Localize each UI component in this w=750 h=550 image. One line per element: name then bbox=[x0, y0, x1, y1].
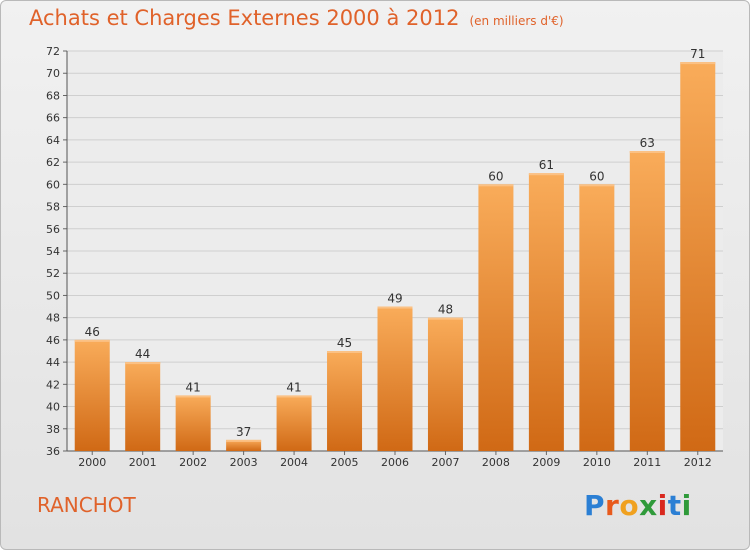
bar-highlight bbox=[427, 317, 463, 320]
x-tick-label: 2001 bbox=[129, 456, 157, 469]
x-tick-label: 2006 bbox=[381, 456, 409, 469]
y-tick-label: 68 bbox=[46, 89, 60, 102]
bar-highlight bbox=[125, 362, 161, 365]
y-tick-label: 62 bbox=[46, 156, 60, 169]
data-label-2011: 63 bbox=[640, 136, 655, 150]
bar-highlight bbox=[579, 184, 615, 187]
data-label-2006: 49 bbox=[387, 292, 402, 306]
y-tick-label: 72 bbox=[46, 45, 60, 58]
x-tick-labels: 2000 2001 2002 2003 2004 2005 2006 2007 2008 2009… bbox=[78, 456, 712, 469]
logo-letter: x bbox=[639, 489, 658, 522]
proxiti-logo[interactable]: Proxiti bbox=[584, 489, 692, 522]
y-tick-label: 70 bbox=[46, 67, 60, 80]
bar-highlight bbox=[175, 395, 211, 398]
x-tick-label: 2010 bbox=[583, 456, 611, 469]
bar-2006 bbox=[377, 306, 413, 451]
data-label-2000: 46 bbox=[85, 325, 100, 339]
data-label-2003: 37 bbox=[236, 425, 251, 439]
bar-2003 bbox=[226, 439, 262, 451]
y-tick-label: 50 bbox=[46, 289, 60, 302]
bar-2001 bbox=[125, 362, 161, 451]
logo-letter: i bbox=[657, 489, 668, 522]
x-tick-label: 2000 bbox=[78, 456, 106, 469]
logo-letter: P bbox=[584, 489, 606, 522]
y-tick-labels: 36 38 40 42 44 46 48 50 52 54 56 58 60 62 64 66 68 70 72 bbox=[46, 45, 60, 458]
y-tick-label: 48 bbox=[46, 312, 60, 325]
bar-2004 bbox=[276, 395, 312, 451]
logo-letter: r bbox=[605, 489, 620, 522]
data-label-2005: 45 bbox=[337, 336, 352, 350]
data-labels: 46 44 41 37 41 45 49 48 60 61 60 63 71 bbox=[85, 47, 706, 439]
bar-highlight bbox=[377, 306, 413, 309]
y-tick-label: 58 bbox=[46, 201, 60, 214]
x-tick-label: 2011 bbox=[633, 456, 661, 469]
data-label-2012: 71 bbox=[690, 47, 705, 61]
bar-highlight bbox=[629, 151, 665, 153]
bar-2007 bbox=[427, 317, 463, 451]
y-tick-label: 64 bbox=[46, 134, 60, 147]
y-tick-label: 38 bbox=[46, 423, 60, 436]
bar-2008 bbox=[478, 184, 514, 452]
x-tick-label: 2012 bbox=[684, 456, 712, 469]
data-label-2008: 60 bbox=[488, 169, 503, 183]
y-tick-label: 66 bbox=[46, 112, 60, 125]
x-tick-label: 2004 bbox=[280, 456, 308, 469]
data-label-2007: 48 bbox=[438, 303, 453, 317]
data-label-2010: 60 bbox=[589, 169, 604, 183]
bar-2002 bbox=[175, 395, 211, 451]
chart-unit: (en milliers d'€) bbox=[469, 14, 564, 28]
bar-2009 bbox=[528, 173, 564, 451]
data-label-2002: 41 bbox=[186, 380, 201, 394]
bar-2005 bbox=[327, 351, 363, 451]
data-label-2001: 44 bbox=[135, 347, 150, 361]
chart-title-block: Achats et Charges Externes 2000 à 2012 (e… bbox=[29, 6, 564, 30]
y-tick-label: 36 bbox=[46, 445, 60, 458]
x-tick-label: 2003 bbox=[230, 456, 258, 469]
y-tick-label: 44 bbox=[46, 356, 60, 369]
bar-highlight bbox=[528, 173, 564, 176]
x-tick-label: 2008 bbox=[482, 456, 510, 469]
bar-highlight bbox=[276, 395, 312, 398]
bar-highlight bbox=[226, 439, 262, 442]
y-tick-label: 56 bbox=[46, 223, 60, 236]
logo-letter: t bbox=[667, 489, 682, 522]
y-tick-label: 54 bbox=[46, 245, 60, 258]
bar-2010 bbox=[579, 184, 615, 452]
bar-2000 bbox=[74, 339, 110, 451]
bar-highlight bbox=[478, 184, 514, 187]
x-tick-label: 2005 bbox=[331, 456, 359, 469]
y-tick-label: 60 bbox=[46, 178, 60, 191]
place-name: RANCHOT bbox=[37, 493, 136, 517]
bar-2011 bbox=[629, 151, 665, 451]
y-tick-label: 46 bbox=[46, 334, 60, 347]
bar-highlight bbox=[74, 339, 110, 342]
y-tick-label: 52 bbox=[46, 267, 60, 280]
chart-title: Achats et Charges Externes 2000 à 2012 bbox=[29, 6, 460, 30]
x-tick-label: 2009 bbox=[532, 456, 560, 469]
logo-letter: i bbox=[681, 489, 692, 522]
y-tick-label: 40 bbox=[46, 401, 60, 414]
logo-letter: o bbox=[619, 489, 640, 522]
data-label-2009: 61 bbox=[539, 158, 554, 172]
data-label-2004: 41 bbox=[286, 380, 301, 394]
x-tick-label: 2002 bbox=[179, 456, 207, 469]
y-tick-label: 42 bbox=[46, 378, 60, 391]
bar-2012 bbox=[680, 62, 716, 451]
bars bbox=[74, 62, 716, 452]
bar-highlight bbox=[680, 62, 716, 65]
bar-highlight bbox=[327, 351, 363, 353]
x-tick-label: 2007 bbox=[431, 456, 459, 469]
